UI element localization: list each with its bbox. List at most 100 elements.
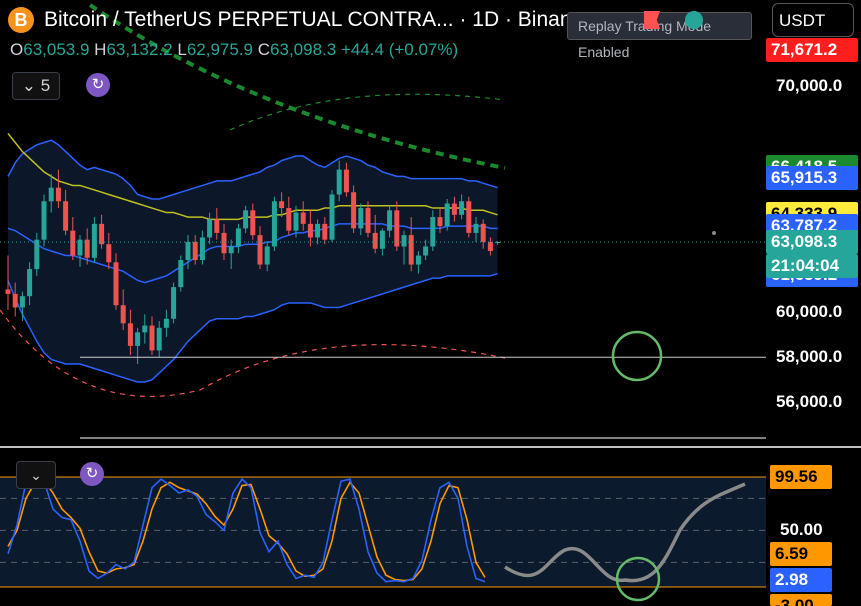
- candle-body: [430, 217, 436, 247]
- indicators-toggle-button[interactable]: ⌄ 5: [12, 72, 60, 100]
- candle-body: [271, 201, 277, 247]
- ohlc-low-label: L: [177, 40, 187, 59]
- candle-body: [63, 201, 69, 231]
- candle-body: [415, 255, 421, 265]
- dot-marker: [712, 231, 716, 235]
- osc-value-tag: -3.00: [770, 594, 832, 606]
- candle-body: [55, 187, 61, 202]
- projection-gray-line: [504, 482, 746, 583]
- candle-body: [322, 223, 328, 240]
- candle-body: [27, 269, 33, 297]
- candle-body: [336, 169, 342, 195]
- price-pane-background: [0, 437, 861, 448]
- candle-body: [286, 208, 292, 231]
- candle-body: [185, 241, 191, 261]
- indicator-count: 5: [40, 76, 51, 95]
- candle-body: [221, 232, 227, 254]
- candle-body: [192, 241, 198, 261]
- osc-tick-label: 50.00: [780, 520, 823, 540]
- candle-body: [77, 239, 83, 256]
- sync-icon[interactable]: ↻: [80, 462, 104, 486]
- price-tag: 63,098.3: [766, 229, 858, 254]
- green-dashed-upper: [229, 93, 506, 131]
- candle-body: [12, 293, 18, 308]
- price-tag: 65,915.3: [766, 166, 858, 191]
- candle-body: [70, 230, 76, 256]
- candle-body: [156, 327, 162, 351]
- candle-body: [394, 210, 400, 247]
- oscillator-collapse-button[interactable]: ⌄: [16, 461, 56, 489]
- stoch-k-line: [7, 477, 486, 583]
- candle-body: [149, 325, 155, 351]
- candle-body: [41, 201, 47, 240]
- osc-value-tag: 2.98: [770, 568, 832, 592]
- candle-body: [135, 332, 141, 346]
- candle-body: [300, 212, 306, 224]
- osc-value-tag: 6.59: [770, 542, 832, 566]
- price-tick-label: 56,000.0: [776, 392, 843, 412]
- candle-body: [235, 228, 241, 247]
- candle-body: [437, 217, 443, 227]
- candle-body: [459, 201, 465, 215]
- candle-body: [106, 244, 112, 263]
- price-tick-label: 70,000.0: [776, 76, 843, 95]
- bitcoin-icon: B: [8, 7, 34, 33]
- green-dashed-line: [88, 3, 506, 170]
- currency-selector[interactable]: USDT: [772, 3, 854, 37]
- candle-body: [5, 289, 11, 294]
- candle-body: [387, 210, 393, 231]
- candle-body: [293, 212, 299, 231]
- circle-annotation: [611, 330, 663, 382]
- ohlc-legend: O63,053.9 H63,132.2 L62,975.9 C63,098.3 …: [10, 40, 458, 60]
- candle-body: [243, 210, 249, 229]
- replay-mode-badge: Replay Trading Mode Enabled: [567, 12, 752, 60]
- candle-body: [257, 235, 263, 265]
- candle-body: [315, 223, 321, 238]
- candle-body: [228, 246, 234, 254]
- ohlc-close-label: C: [257, 40, 271, 59]
- candle-body: [250, 210, 256, 236]
- candle-body: [34, 239, 40, 270]
- candle-body: [84, 239, 90, 258]
- ohlc-low: 62,975.9: [186, 40, 254, 59]
- price-tick-label: 60,000.0: [776, 302, 843, 321]
- candle-body: [199, 237, 205, 261]
- symbol-title[interactable]: Bitcoin / TetherUS PERPETUAL CONTRA... ·…: [44, 8, 590, 31]
- ohlc-open-label: O: [10, 40, 24, 59]
- candle-body: [343, 169, 349, 193]
- line-bb_basis: [7, 223, 498, 284]
- line-bb_lower: [7, 272, 498, 383]
- candle-body: [307, 223, 313, 238]
- bollinger-bands: [7, 132, 498, 383]
- candle-body: [466, 201, 472, 233]
- candle-body: [379, 230, 385, 249]
- red-dashed-line: [0, 309, 506, 397]
- candle-body: [351, 192, 357, 229]
- candle-body: [480, 223, 486, 242]
- candle-body: [127, 323, 133, 346]
- candle-body: [99, 223, 105, 245]
- flag-icon[interactable]: [644, 11, 660, 29]
- candle-body: [171, 287, 177, 319]
- chevron-down-icon: ⌄: [21, 76, 37, 95]
- price-tick-label: 58,000.0: [776, 347, 843, 367]
- candle-body: [163, 318, 169, 328]
- candle-body: [358, 208, 364, 229]
- sync-icon[interactable]: ↻: [86, 73, 110, 97]
- candle-body: [178, 260, 184, 288]
- candle-body: [19, 296, 25, 308]
- currency-label: USDT: [779, 11, 826, 30]
- status-dot-icon: [685, 11, 703, 29]
- candle-body: [401, 235, 407, 247]
- bar-countdown: 21:04:04: [766, 253, 858, 278]
- stochastic-oscillator: [0, 476, 766, 602]
- candle-body: [113, 262, 119, 306]
- candle-body: [408, 235, 414, 265]
- ohlc-close: 63,098.3: [270, 40, 337, 59]
- candle-body: [120, 305, 126, 324]
- candle-body: [207, 219, 213, 238]
- chevron-down-icon: ⌄: [30, 467, 42, 483]
- candle-body: [365, 208, 371, 233]
- price-tag: 71,671.2: [766, 38, 858, 62]
